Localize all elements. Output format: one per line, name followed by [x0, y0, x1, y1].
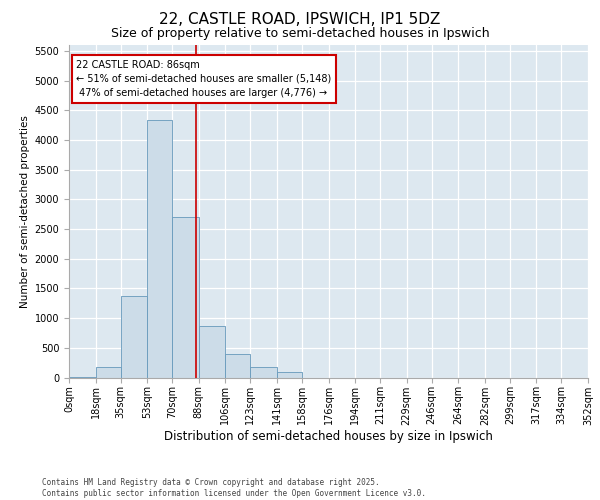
Y-axis label: Number of semi-detached properties: Number of semi-detached properties	[20, 115, 31, 308]
Bar	[225, 354, 250, 378]
Bar	[277, 372, 302, 378]
Bar	[199, 326, 225, 378]
X-axis label: Distribution of semi-detached houses by size in Ipswich: Distribution of semi-detached houses by …	[164, 430, 493, 443]
Text: Contains HM Land Registry data © Crown copyright and database right 2025.
Contai: Contains HM Land Registry data © Crown c…	[42, 478, 426, 498]
Text: 22, CASTLE ROAD, IPSWICH, IP1 5DZ: 22, CASTLE ROAD, IPSWICH, IP1 5DZ	[160, 12, 440, 28]
Bar	[121, 296, 147, 378]
Bar	[147, 120, 172, 378]
Bar	[95, 367, 121, 378]
Text: Size of property relative to semi-detached houses in Ipswich: Size of property relative to semi-detach…	[110, 28, 490, 40]
Bar	[172, 217, 199, 378]
Bar	[250, 368, 277, 378]
Text: 22 CASTLE ROAD: 86sqm
← 51% of semi-detached houses are smaller (5,148)
 47% of : 22 CASTLE ROAD: 86sqm ← 51% of semi-deta…	[76, 60, 332, 98]
